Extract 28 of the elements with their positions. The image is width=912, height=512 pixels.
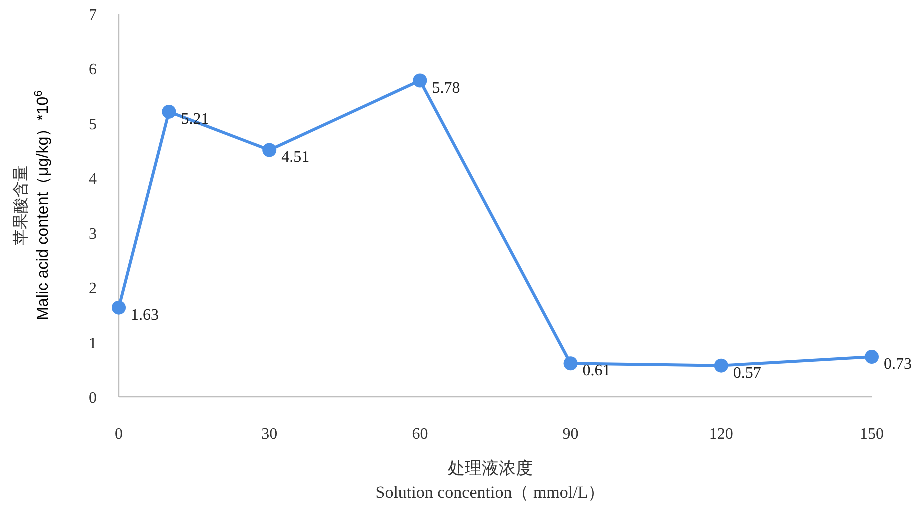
x-tick-label: 0 [115, 426, 123, 443]
x-tick-label: 60 [412, 426, 428, 443]
point [714, 358, 728, 373]
x-tick-label: 30 [262, 426, 278, 443]
x-tick-label: 150 [860, 426, 884, 443]
x-tick-label: 90 [562, 426, 579, 443]
x-tick-label: 120 [709, 426, 734, 443]
data-label: 0.57 [733, 364, 762, 382]
y-tick-label: 2 [89, 280, 97, 298]
y-tick-label: 0 [89, 390, 97, 407]
point [162, 104, 176, 119]
point [262, 143, 277, 158]
y-tick-label: 7 [89, 7, 97, 24]
y-tick-label: 6 [89, 62, 97, 79]
point [865, 350, 879, 364]
y-tick-label: 4 [89, 171, 97, 188]
x-axis-title: 处理液浓度 Solution concention（ mmol/L） [376, 459, 606, 502]
y-tick-label: 5 [89, 116, 97, 134]
point [112, 300, 126, 315]
point [564, 356, 578, 371]
data-label: 0.73 [884, 356, 912, 374]
y-tick-label: 3 [89, 226, 97, 243]
point [413, 74, 428, 88]
data-label: 1.63 [131, 306, 159, 324]
data-label: 5.78 [432, 80, 460, 97]
data-label: 0.61 [582, 362, 611, 380]
y-tick-label: 1 [89, 335, 97, 352]
data-label: 4.51 [282, 149, 310, 166]
